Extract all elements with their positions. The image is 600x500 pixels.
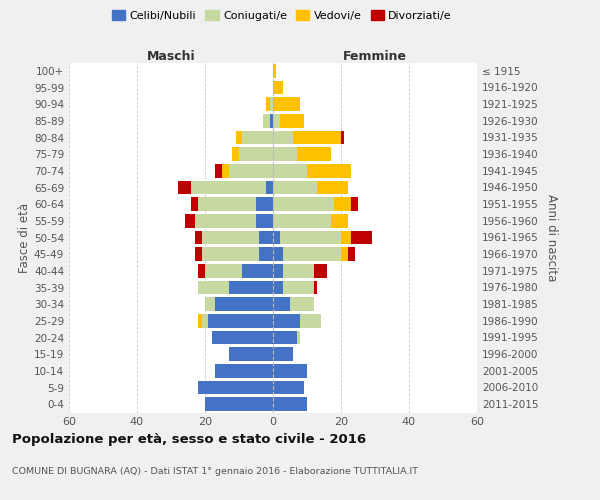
Bar — [191, 180, 266, 194]
Bar — [290, 298, 314, 311]
Text: Maschi: Maschi — [146, 50, 196, 62]
Bar — [273, 280, 283, 294]
Bar — [283, 264, 314, 278]
Bar — [266, 98, 269, 111]
Bar — [256, 214, 273, 228]
Bar — [259, 248, 273, 261]
Bar — [273, 398, 307, 411]
Bar — [273, 330, 297, 344]
Bar — [273, 164, 307, 177]
Bar — [351, 198, 358, 211]
Bar — [208, 314, 273, 328]
Y-axis label: Anni di nascita: Anni di nascita — [545, 194, 558, 281]
Bar — [273, 264, 283, 278]
Bar — [229, 164, 273, 177]
Bar — [351, 230, 371, 244]
Bar — [273, 80, 283, 94]
Bar — [205, 398, 273, 411]
Bar — [259, 230, 273, 244]
Bar — [273, 148, 297, 161]
Bar — [283, 248, 341, 261]
Bar — [195, 248, 202, 261]
Bar — [263, 114, 269, 128]
Bar — [215, 298, 273, 311]
Bar — [229, 348, 273, 361]
Bar — [212, 330, 273, 344]
Bar — [202, 248, 259, 261]
Bar — [242, 264, 273, 278]
Bar — [273, 348, 293, 361]
Bar — [273, 314, 300, 328]
Bar — [273, 64, 277, 78]
Bar — [341, 130, 344, 144]
Bar — [273, 198, 334, 211]
Bar — [314, 264, 328, 278]
Legend: Celibi/Nubili, Coniugati/e, Vedovi/e, Divorziati/e: Celibi/Nubili, Coniugati/e, Vedovi/e, Di… — [107, 6, 457, 25]
Bar — [266, 180, 273, 194]
Bar — [198, 280, 229, 294]
Bar — [317, 180, 348, 194]
Bar — [273, 130, 293, 144]
Bar — [273, 180, 317, 194]
Bar — [195, 214, 256, 228]
Bar — [341, 230, 351, 244]
Bar — [300, 314, 320, 328]
Bar — [222, 164, 229, 177]
Text: Popolazione per età, sesso e stato civile - 2016: Popolazione per età, sesso e stato civil… — [12, 432, 366, 446]
Bar — [242, 130, 273, 144]
Bar — [273, 298, 290, 311]
Bar — [283, 280, 314, 294]
Bar — [331, 214, 348, 228]
Bar — [198, 314, 202, 328]
Bar — [178, 180, 191, 194]
Bar — [334, 198, 351, 211]
Bar — [269, 114, 273, 128]
Text: Femmine: Femmine — [343, 50, 407, 62]
Bar — [273, 364, 307, 378]
Bar — [215, 364, 273, 378]
Bar — [280, 230, 341, 244]
Y-axis label: Fasce di età: Fasce di età — [18, 202, 31, 272]
Bar — [273, 114, 280, 128]
Bar — [307, 164, 351, 177]
Bar — [273, 98, 300, 111]
Bar — [297, 330, 300, 344]
Bar — [229, 280, 273, 294]
Bar — [198, 380, 273, 394]
Bar — [269, 98, 273, 111]
Bar — [198, 264, 205, 278]
Bar — [273, 380, 304, 394]
Bar — [280, 114, 304, 128]
Text: COMUNE DI BUGNARA (AQ) - Dati ISTAT 1° gennaio 2016 - Elaborazione TUTTITALIA.IT: COMUNE DI BUGNARA (AQ) - Dati ISTAT 1° g… — [12, 468, 418, 476]
Bar — [198, 198, 256, 211]
Bar — [341, 248, 348, 261]
Bar — [195, 230, 202, 244]
Bar — [348, 248, 355, 261]
Bar — [202, 314, 208, 328]
Bar — [297, 148, 331, 161]
Bar — [273, 230, 280, 244]
Bar — [236, 130, 242, 144]
Bar — [256, 198, 273, 211]
Bar — [293, 130, 341, 144]
Bar — [205, 264, 242, 278]
Bar — [185, 214, 195, 228]
Bar — [273, 248, 283, 261]
Bar — [215, 164, 222, 177]
Bar — [191, 198, 198, 211]
Bar — [205, 298, 215, 311]
Bar — [314, 280, 317, 294]
Bar — [273, 214, 331, 228]
Bar — [202, 230, 259, 244]
Bar — [232, 148, 239, 161]
Bar — [239, 148, 273, 161]
